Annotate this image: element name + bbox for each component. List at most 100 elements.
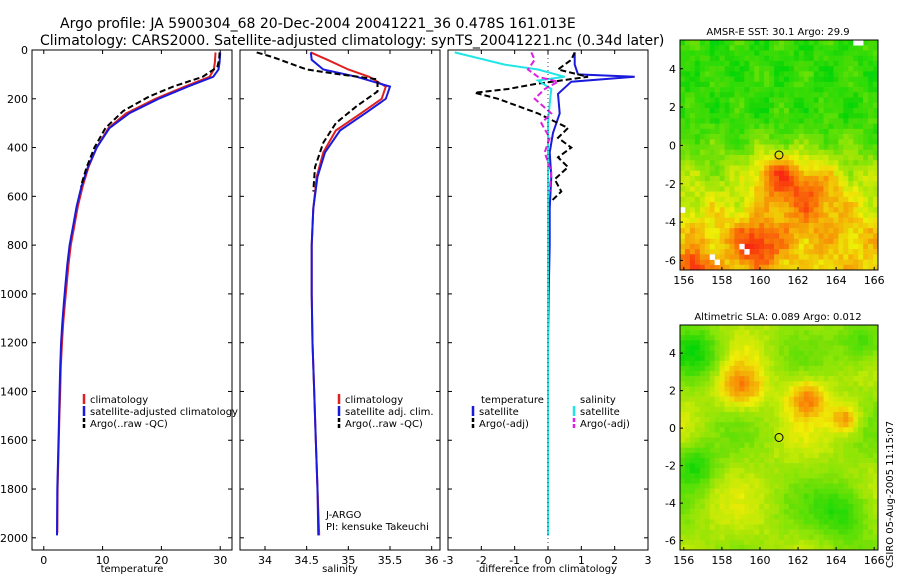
map-cell xyxy=(838,452,844,459)
map-cell xyxy=(759,118,765,124)
map-cell xyxy=(724,391,730,397)
map-cell xyxy=(873,254,879,260)
map-cell xyxy=(848,144,854,151)
map-x-tick-label: 160 xyxy=(749,554,770,567)
map-cell xyxy=(709,71,715,77)
map-cell xyxy=(724,228,730,234)
map-cell xyxy=(843,544,849,551)
map-cell xyxy=(823,113,829,119)
map-cell xyxy=(739,509,745,515)
map-cell xyxy=(739,139,745,145)
map-cell xyxy=(764,483,770,489)
map-cell xyxy=(873,488,879,495)
map-cell xyxy=(873,345,879,351)
map-cell xyxy=(764,134,770,140)
map-cell xyxy=(759,478,765,484)
map-cell xyxy=(828,539,834,546)
map-cell xyxy=(729,243,735,250)
map-cell xyxy=(774,71,780,77)
map-cell xyxy=(754,483,760,489)
map-cell xyxy=(724,396,730,402)
map-cell xyxy=(694,81,701,88)
map-cell xyxy=(714,107,720,114)
map-cell xyxy=(873,202,879,208)
map-cell xyxy=(764,175,770,182)
map-cell xyxy=(754,264,760,271)
map-cell xyxy=(813,376,819,382)
map-cell xyxy=(724,468,730,474)
map-cell xyxy=(813,381,819,387)
map-cell xyxy=(704,422,710,428)
map-cell xyxy=(689,233,696,239)
map-cell xyxy=(803,498,809,505)
map-cell xyxy=(719,207,725,213)
map-cell xyxy=(759,544,765,551)
map-cell xyxy=(684,165,691,171)
map-cell xyxy=(863,544,869,551)
map-cell xyxy=(803,544,809,551)
map-cell xyxy=(779,340,785,346)
map-cell xyxy=(694,228,701,234)
map-cell xyxy=(694,468,701,474)
map-cell xyxy=(774,498,780,505)
map-cell xyxy=(694,97,701,104)
map-cell xyxy=(709,478,715,484)
map-cell xyxy=(808,401,814,408)
map-cell xyxy=(788,503,795,510)
map-cell xyxy=(739,97,745,104)
map-cell xyxy=(754,165,760,171)
map-cell xyxy=(694,128,701,135)
map-cell xyxy=(729,509,735,515)
map-frame xyxy=(679,39,879,271)
map-cell xyxy=(838,493,844,500)
map-cell xyxy=(838,411,844,418)
map-cell xyxy=(813,207,819,213)
map-cell xyxy=(769,55,775,62)
map-cell xyxy=(774,175,780,182)
map-cell xyxy=(818,524,824,530)
map-cell xyxy=(858,437,864,443)
map-cell xyxy=(689,417,696,423)
map-cell xyxy=(684,55,691,62)
map-cell xyxy=(848,386,854,392)
legend-temp-satellite-label: satellite xyxy=(479,407,519,418)
map-cell xyxy=(848,544,854,551)
map-cell xyxy=(803,254,809,260)
map-cell xyxy=(724,60,730,67)
map-cell xyxy=(863,483,869,489)
map-cell xyxy=(779,212,785,219)
map-cell xyxy=(858,134,864,140)
map-cell xyxy=(818,365,824,372)
map-cell xyxy=(813,396,819,402)
map-cell xyxy=(823,401,829,408)
map-cell xyxy=(769,432,775,438)
x-tick-label: -1 xyxy=(509,554,520,567)
map-cell xyxy=(684,350,691,356)
map-cell xyxy=(680,473,686,479)
map-cell xyxy=(729,514,735,520)
map-cell xyxy=(833,452,839,459)
map-cell xyxy=(719,330,725,336)
map-cell xyxy=(684,259,691,266)
map-cell xyxy=(709,452,715,459)
map-cell xyxy=(764,249,770,255)
map-cell xyxy=(788,233,795,239)
map-cell xyxy=(694,411,701,418)
map-cell xyxy=(769,325,775,331)
map-cell xyxy=(813,355,819,362)
map-cell xyxy=(843,259,849,266)
timestamp-label: CSIRO 05-Aug-2005 11:15:07 xyxy=(885,421,896,568)
map-cell xyxy=(754,228,760,234)
map-cell xyxy=(749,529,755,535)
map-cell xyxy=(783,71,790,77)
map-cell xyxy=(774,432,780,438)
map-cell xyxy=(853,45,859,51)
map-cell xyxy=(684,411,691,418)
map-cell xyxy=(803,534,809,541)
map-cell xyxy=(828,452,834,459)
map-cell xyxy=(818,149,824,156)
map-cell xyxy=(783,102,790,109)
map-cell xyxy=(680,191,686,198)
map-cell xyxy=(783,544,790,551)
map-cell xyxy=(689,217,696,224)
